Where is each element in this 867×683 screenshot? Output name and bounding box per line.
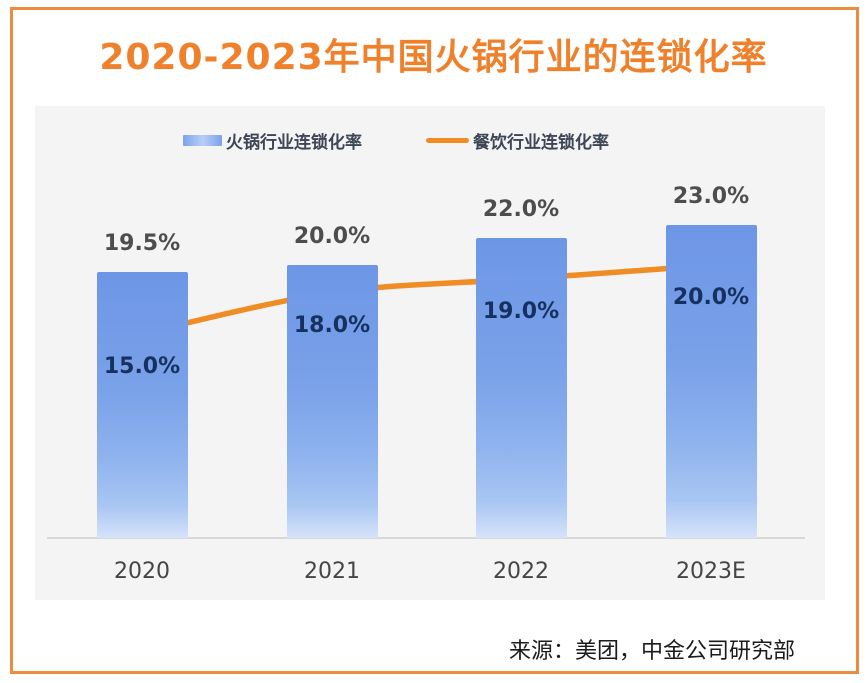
bar-value-label-2022: 22.0% bbox=[482, 197, 560, 223]
bar-2020 bbox=[96, 272, 188, 538]
line-value-label-2022: 19.0% bbox=[482, 299, 560, 325]
x-axis-label-2022: 2022 bbox=[493, 559, 549, 584]
x-axis-label-2023E: 2023E bbox=[676, 559, 746, 584]
plot-area: 火锅行业连锁化率 餐饮行业连锁化率 来源：美团，中金公司研究部 19.5%15.… bbox=[35, 106, 825, 600]
bar-2023E bbox=[665, 224, 757, 538]
legend-item-bar-series: 火锅行业连锁化率 bbox=[183, 128, 362, 153]
line-series-swatch-icon bbox=[426, 138, 469, 143]
bar-value-label-2021: 20.0% bbox=[293, 224, 371, 250]
chart-title: 2020-2023年中国火锅行业的连锁化率 bbox=[99, 37, 768, 78]
x-axis-line bbox=[47, 537, 805, 539]
source-text: 来源：美团，中金公司研究部 bbox=[508, 639, 795, 664]
line-value-label-2021: 18.0% bbox=[293, 312, 371, 338]
figure-border-frame bbox=[10, 7, 859, 674]
line-value-label-2020: 15.0% bbox=[103, 353, 181, 379]
bar-series-swatch-icon bbox=[183, 135, 222, 146]
legend-item-line-series: 餐饮行业连锁化率 bbox=[426, 128, 609, 153]
x-axis-label-2021: 2021 bbox=[304, 559, 360, 584]
bar-value-label-2023E: 23.0% bbox=[672, 183, 750, 209]
legend: 火锅行业连锁化率 餐饮行业连锁化率 bbox=[183, 128, 609, 153]
legend-line-label: 餐饮行业连锁化率 bbox=[473, 133, 609, 153]
bar-value-label-2020: 19.5% bbox=[103, 231, 181, 257]
bar-2022 bbox=[475, 238, 567, 538]
trend-line bbox=[139, 262, 714, 337]
line-value-label-2023E: 20.0% bbox=[672, 285, 750, 311]
bar-2021 bbox=[286, 265, 378, 538]
x-axis-label-2020: 2020 bbox=[114, 559, 170, 584]
legend-bar-label: 火锅行业连锁化率 bbox=[226, 133, 362, 153]
